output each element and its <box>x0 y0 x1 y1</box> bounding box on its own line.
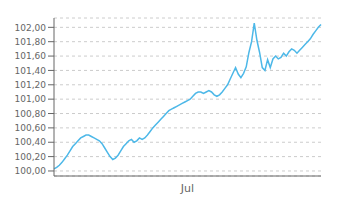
svg-text:Jul: Jul <box>180 182 194 195</box>
svg-text:102,00: 102,00 <box>15 23 47 33</box>
svg-text:100,20: 100,20 <box>15 152 47 162</box>
svg-text:101,60: 101,60 <box>15 51 47 61</box>
svg-text:100,60: 100,60 <box>15 123 47 133</box>
svg-text:101,40: 101,40 <box>15 66 47 76</box>
svg-text:101,00: 101,00 <box>15 94 47 104</box>
svg-text:101,80: 101,80 <box>15 37 47 47</box>
svg-text:100,40: 100,40 <box>15 137 47 147</box>
svg-text:100,80: 100,80 <box>15 109 47 119</box>
svg-text:101,20: 101,20 <box>15 80 47 90</box>
svg-text:100,00: 100,00 <box>15 166 47 176</box>
